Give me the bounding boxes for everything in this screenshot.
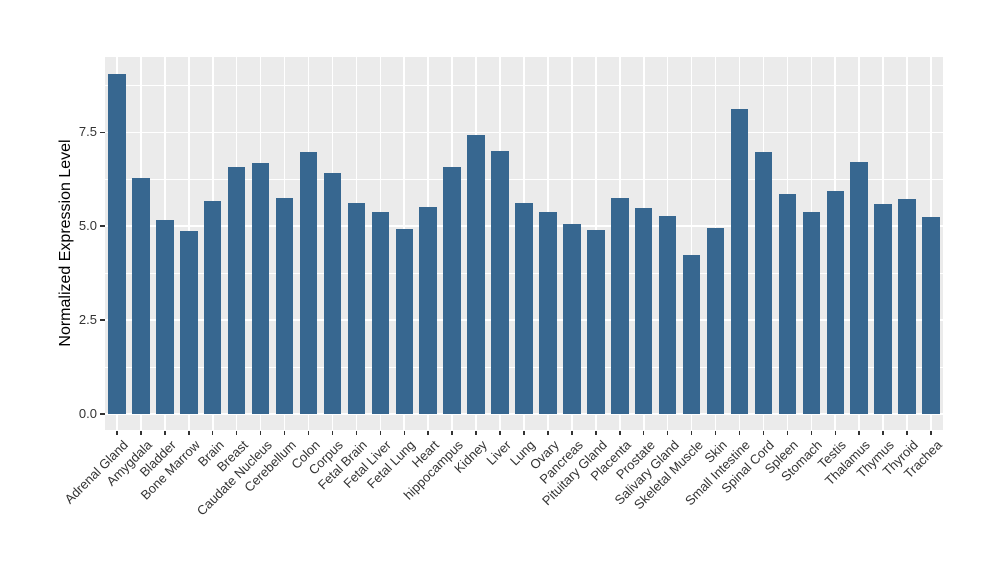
bar — [299, 152, 318, 414]
x-tick-mark — [858, 431, 860, 435]
bar — [180, 231, 198, 414]
x-tick-mark — [116, 431, 118, 435]
x-tick-mark — [714, 431, 717, 435]
x-tick-mark — [834, 431, 836, 435]
x-tick-mark — [427, 431, 429, 435]
x-tick-mark — [690, 431, 693, 435]
x-tick-mark — [259, 431, 262, 435]
plot-panel — [105, 57, 943, 430]
x-tick-mark — [188, 431, 190, 435]
bar — [778, 194, 797, 414]
bar — [227, 167, 246, 414]
bar — [874, 204, 892, 414]
x-tick-mark — [930, 431, 932, 435]
bar — [443, 167, 461, 414]
x-tick-mark — [235, 431, 238, 435]
x-tick-mark — [762, 431, 765, 435]
bar — [587, 229, 605, 414]
bar — [467, 134, 485, 414]
y-axis-tick-label: 7.5 — [78, 124, 97, 140]
x-tick-mark — [451, 431, 453, 435]
y-tick-mark — [100, 319, 105, 321]
bar — [706, 228, 725, 414]
bar — [754, 151, 773, 414]
bar — [371, 211, 390, 414]
bar — [802, 212, 821, 414]
y-axis-tick-label: 0.0 — [78, 406, 97, 421]
vertical-gridline — [690, 57, 693, 430]
x-tick-mark — [666, 431, 669, 435]
bar — [539, 212, 557, 414]
x-tick-mark — [403, 431, 406, 435]
bar — [275, 198, 294, 414]
x-tick-mark — [738, 431, 741, 435]
x-tick-mark — [283, 431, 286, 435]
x-tick-mark — [355, 431, 358, 435]
bar — [682, 255, 701, 414]
x-tick-mark — [547, 431, 549, 435]
bar — [251, 163, 270, 414]
bar — [132, 178, 150, 414]
x-tick-mark — [786, 431, 789, 435]
x-tick-mark — [642, 431, 645, 435]
bar — [898, 199, 916, 414]
y-tick-mark — [100, 225, 105, 227]
bar — [491, 151, 509, 414]
y-axis-tick-label: 2.5 — [78, 312, 97, 328]
x-tick-mark — [523, 431, 525, 435]
bar — [730, 109, 749, 414]
bar — [634, 207, 653, 414]
x-tick-mark — [331, 431, 334, 435]
bar — [156, 219, 174, 414]
bar — [850, 162, 868, 414]
bar — [611, 198, 629, 414]
bar — [108, 74, 126, 414]
x-tick-mark — [164, 431, 166, 435]
x-tick-mark — [379, 431, 382, 435]
x-tick-mark — [810, 431, 813, 435]
bar — [515, 202, 533, 414]
bar — [826, 190, 844, 414]
x-tick-mark — [571, 431, 573, 435]
bar — [658, 216, 677, 414]
y-tick-mark — [100, 131, 105, 134]
x-tick-mark — [307, 431, 310, 435]
bar — [395, 229, 414, 414]
x-tick-mark — [499, 431, 501, 435]
bar — [419, 206, 437, 414]
bar — [922, 217, 940, 414]
x-tick-mark — [906, 431, 908, 435]
x-tick-mark — [211, 431, 214, 435]
bar — [563, 224, 581, 414]
x-tick-mark — [140, 431, 142, 435]
x-tick-mark — [475, 431, 477, 435]
bar — [203, 201, 222, 414]
x-tick-mark — [619, 431, 621, 435]
y-tick-mark — [100, 413, 105, 415]
y-axis-tick-label: 5.0 — [78, 218, 97, 234]
x-tick-mark — [595, 431, 597, 435]
x-axis-tick-label: Liver — [483, 437, 514, 468]
x-tick-mark — [882, 431, 884, 435]
bar — [323, 173, 342, 414]
bar — [347, 202, 366, 414]
